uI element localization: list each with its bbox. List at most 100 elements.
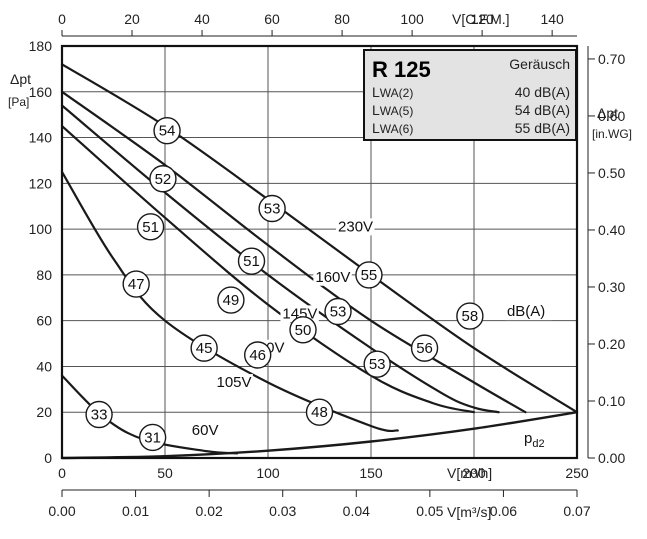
legend-row-value: 55 dB(A) bbox=[515, 120, 570, 136]
noise-marker-circle bbox=[138, 423, 167, 452]
noise-marker-circle bbox=[149, 165, 177, 193]
left-tick-label: 180 bbox=[29, 38, 53, 54]
legend-row-main: L bbox=[372, 102, 380, 118]
m3s-tick-label: 0.07 bbox=[563, 503, 590, 519]
left-tick-label: 20 bbox=[36, 404, 52, 420]
right-tick-label: 0.40 bbox=[598, 222, 625, 238]
right-tick-label: 0.00 bbox=[598, 450, 625, 466]
noise-marker-value: 33 bbox=[91, 407, 108, 424]
left-tick-label: 160 bbox=[29, 84, 53, 100]
m3s-tick-label: 0.00 bbox=[48, 503, 75, 519]
noise-markers: 54 52 51 47 53 51 49 45 46 50 53 55 53 48 56 58 33 31 bbox=[85, 116, 484, 452]
noise-marker-value: 50 bbox=[295, 322, 312, 339]
curve-label-bg bbox=[504, 303, 552, 321]
bottom-tick-label: 50 bbox=[157, 465, 173, 481]
curve-label: 160V bbox=[315, 269, 350, 286]
right-tick-label: 0.30 bbox=[598, 279, 625, 295]
bottom-m3s-axis: 0.00 0.01 0.02 0.03 0.04 0.05 0.06 0.07 bbox=[48, 489, 591, 519]
legend-row-label: LWA(6) bbox=[372, 120, 413, 136]
bottom-tick-label: 150 bbox=[359, 465, 383, 481]
legend-row-main: L bbox=[372, 120, 380, 136]
left-tick-label: 100 bbox=[29, 221, 53, 237]
noise-marker-circle bbox=[217, 286, 245, 314]
top-axis-title: V[C.F.M.] bbox=[452, 11, 510, 27]
noise-marker-circle bbox=[355, 261, 383, 289]
noise-marker-value: 48 bbox=[311, 404, 328, 421]
noise-marker-value: 51 bbox=[243, 253, 260, 270]
legend-row-label: LWA(5) bbox=[372, 102, 413, 118]
left-axis-title: Δpt bbox=[10, 71, 31, 87]
curve-label-bg bbox=[189, 422, 220, 440]
noise-marker-value: 56 bbox=[416, 340, 433, 357]
left-tick-label: 0 bbox=[44, 450, 52, 466]
bottom-axis-title: V[m³/h] bbox=[447, 465, 492, 481]
pd2-main: p bbox=[524, 430, 532, 447]
legend-box: R 125 Geräusch LWA(2) 40 dB(A) LWA(5) 54… bbox=[363, 49, 577, 141]
left-axis-unit: [Pa] bbox=[8, 95, 29, 109]
legend-row-sub: WA(6) bbox=[380, 122, 414, 136]
noise-marker-circle bbox=[363, 350, 391, 378]
noise-marker-circle bbox=[456, 302, 484, 330]
m3s-tick-label: 0.02 bbox=[196, 503, 223, 519]
left-tick-label: 140 bbox=[29, 130, 53, 146]
curve-label: dB(A) bbox=[507, 303, 545, 320]
top-tick-label: 40 bbox=[194, 11, 210, 27]
noise-marker-value: 53 bbox=[264, 201, 281, 218]
noise-marker-value: 51 bbox=[142, 219, 159, 236]
noise-marker-value: 54 bbox=[159, 123, 176, 140]
top-tick-label: 0 bbox=[58, 11, 66, 27]
bottom-tick-label: 100 bbox=[256, 465, 280, 481]
pd2-sub: d2 bbox=[532, 438, 544, 450]
legend-row-value: 54 dB(A) bbox=[515, 102, 570, 118]
left-tick-label: 80 bbox=[36, 267, 52, 283]
bottom-tick-label: 250 bbox=[565, 465, 589, 481]
right-axis-main: Δpt bbox=[597, 105, 618, 121]
legend-title: R 125 bbox=[372, 57, 431, 82]
right-axis-title: Δpt bbox=[597, 105, 618, 121]
legend-row-sub: WA(2) bbox=[380, 86, 414, 100]
top-tick-label: 80 bbox=[334, 11, 350, 27]
noise-marker-circle bbox=[153, 116, 181, 145]
noise-marker-value: 45 bbox=[196, 340, 213, 357]
noise-marker-value: 49 bbox=[223, 292, 240, 309]
legend-header: Geräusch bbox=[509, 56, 570, 72]
noise-marker-circle bbox=[305, 398, 334, 426]
curve-label: 230V bbox=[338, 218, 373, 235]
legend-row-value: 40 dB(A) bbox=[515, 84, 570, 100]
legend-row-sub: WA(5) bbox=[380, 104, 414, 118]
right-tick-label: 0.50 bbox=[598, 165, 625, 181]
noise-marker-circle bbox=[85, 400, 113, 429]
noise-marker-value: 58 bbox=[462, 308, 479, 325]
m3s-tick-label: 0.01 bbox=[122, 503, 149, 519]
m3s-tick-label: 0.05 bbox=[416, 503, 443, 519]
legend-row-main: L bbox=[372, 84, 380, 100]
m3s-tick-label: 0.04 bbox=[343, 503, 370, 519]
bottom-m3h-axis: 0 50 100 150 200 250 bbox=[58, 465, 589, 481]
left-pa-axis: 0 20 40 60 80 100 120 140 160 180 bbox=[29, 38, 53, 466]
noise-marker-value: 47 bbox=[128, 276, 145, 293]
noise-marker-value: 53 bbox=[369, 356, 386, 373]
legend-row-label: LWA(2) bbox=[372, 84, 413, 100]
noise-marker-value: 46 bbox=[249, 347, 266, 364]
top-tick-label: 140 bbox=[540, 11, 564, 27]
bottom-tick-label: 0 bbox=[58, 465, 66, 481]
left-tick-label: 120 bbox=[29, 175, 53, 191]
noise-marker-circle bbox=[190, 334, 218, 362]
right-inwg-axis: 0.00 0.10 0.20 0.30 0.40 0.50 0.60 0.70 bbox=[587, 46, 625, 466]
noise-marker-value: 53 bbox=[330, 304, 347, 321]
top-tick-label: 100 bbox=[400, 11, 424, 27]
noise-marker-value: 31 bbox=[144, 429, 161, 446]
legend-frame bbox=[363, 49, 577, 141]
left-tick-label: 40 bbox=[36, 358, 52, 374]
top-tick-label: 20 bbox=[124, 11, 140, 27]
right-tick-label: 0.10 bbox=[598, 393, 625, 409]
noise-marker-circle bbox=[244, 341, 272, 369]
right-tick-label: 0.70 bbox=[598, 51, 625, 67]
curve-160V bbox=[60, 90, 527, 414]
noise-marker-circle bbox=[410, 334, 439, 362]
curve-label: 105V bbox=[217, 374, 252, 391]
right-tick-label: 0.20 bbox=[598, 336, 625, 352]
right-tick-label: 0.60 bbox=[598, 108, 625, 124]
m3s-tick-label: 0.03 bbox=[269, 503, 296, 519]
noise-marker-circle bbox=[258, 194, 286, 223]
